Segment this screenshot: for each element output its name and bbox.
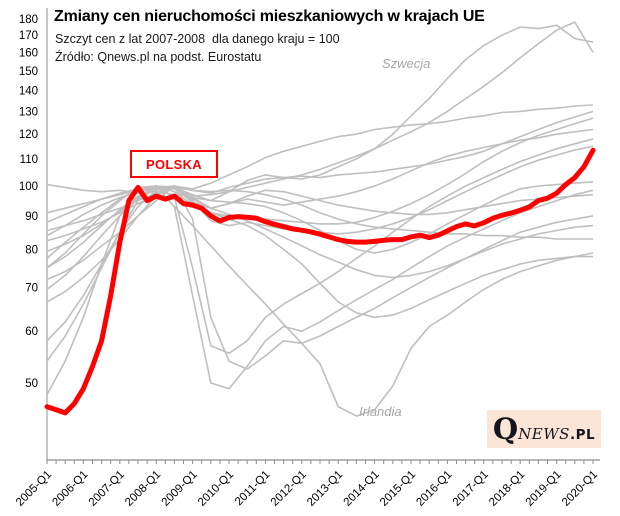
x-tick-label: 2007-Q1 [87,469,127,509]
y-tick-label: 170 [19,30,38,42]
x-tick-label: 2016-Q1 [414,469,454,509]
country-line-eu-7 [46,138,594,362]
x-tick-label: 2006-Q1 [50,469,90,509]
country-line-eu-13 [46,185,594,291]
y-tick-label: 100 [19,181,38,193]
y-tick-label: 110 [20,154,38,166]
qnews-logo-news: NEWS [518,425,570,443]
country-line-eu-2 [46,21,594,197]
chart-subtitle: Szczyt cen z lat 2007-2008 dla danego kr… [55,32,340,46]
x-tick-label: 2019-Q1 [524,469,564,509]
y-tick-label: 150 [19,66,38,78]
y-tick-label: 120 [19,129,38,141]
country-line-eu-5 [46,117,594,252]
y-tick-label: 60 [25,326,38,338]
y-tick-label: 180 [19,14,38,26]
x-tick-label: 2010-Q1 [196,469,236,509]
y-tick-label: 130 [19,106,38,118]
x-tick-label: 2005-Q1 [14,469,54,509]
x-tick-label: 2020-Q1 [560,469,600,509]
x-tick-label: 2017-Q1 [451,469,491,509]
poland-line [44,147,596,416]
x-tick-label: 2009-Q1 [160,469,200,509]
chart-title: Zmiany cen nieruchomości mieszkaniowych … [54,8,485,25]
x-tick-label: 2014-Q1 [342,469,382,509]
x-tick-label: 2011-Q1 [233,469,273,509]
chart-source: Źródło: Qnews.pl na podst. Eurostatu [55,50,262,64]
qnews-logo: Q NEWS .PL [487,410,601,448]
x-tick-label: 2013-Q1 [305,469,345,509]
country-line-eu-4 [46,110,594,242]
y-tick-label: 90 [25,211,38,223]
x-tick-label: 2008-Q1 [123,469,163,509]
poland-label-box: POLSKA [130,150,218,178]
x-tick-label: 2012-Q1 [269,469,309,509]
y-tick-label: 70 [25,282,38,294]
country-line-eu-12 [46,185,594,370]
y-tick-label: 80 [25,244,38,256]
qnews-logo-q: Q [492,412,519,446]
qnews-logo-pl: .PL [569,427,596,443]
ireland-label: Irlandia [359,404,402,419]
x-tick-label: 2018-Q1 [487,469,527,509]
y-tick-label: 160 [19,47,38,59]
poland-label: POLSKA [146,156,202,172]
y-tick-label: 50 [25,378,38,390]
sweden-label: Szwecja [382,56,431,71]
x-tick-label: 2015-Q1 [378,469,418,509]
y-tick-label: 140 [19,85,38,97]
country-line-eu-6 [46,128,594,269]
